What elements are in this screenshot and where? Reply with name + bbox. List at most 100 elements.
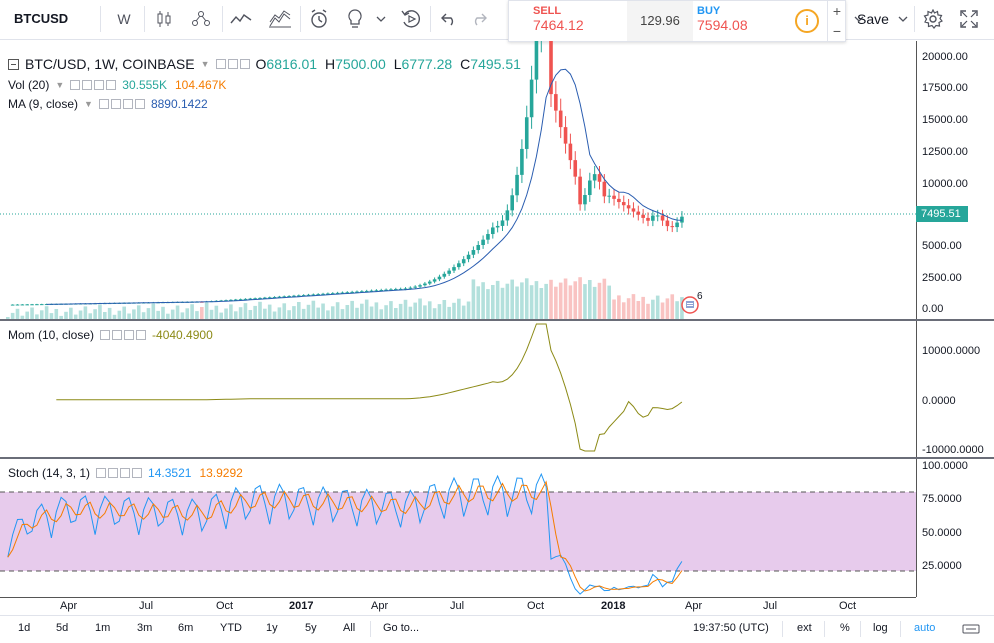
replay-icon[interactable] bbox=[398, 6, 424, 32]
chevron-down-icon[interactable]: ▼ bbox=[84, 99, 93, 109]
volume-bar bbox=[486, 289, 490, 320]
eye-icon[interactable] bbox=[70, 80, 81, 90]
volume-bar bbox=[394, 308, 398, 320]
high-value: 7500.00 bbox=[335, 56, 386, 72]
range-3m[interactable]: 3m bbox=[137, 622, 153, 634]
range-5d[interactable]: 5d bbox=[56, 622, 69, 634]
add-icon[interactable] bbox=[120, 468, 131, 478]
volume-bar bbox=[316, 307, 320, 320]
increment-button[interactable]: + bbox=[832, 3, 842, 19]
events-flag-icon[interactable]: 6 bbox=[680, 291, 703, 315]
volume-bar bbox=[680, 297, 684, 320]
momentum-tick: 0.0000 bbox=[922, 395, 956, 407]
add-icon[interactable] bbox=[124, 330, 135, 340]
alert-icon[interactable] bbox=[306, 6, 332, 32]
close-icon[interactable] bbox=[134, 99, 145, 109]
chevron-down-icon[interactable]: ▼ bbox=[200, 59, 210, 69]
volume-bar bbox=[326, 310, 330, 320]
pane-divider[interactable] bbox=[0, 319, 994, 321]
volume-bar bbox=[59, 315, 63, 320]
ma-title: MA (9, close) bbox=[8, 97, 79, 111]
candle-body bbox=[316, 294, 320, 296]
log-scale-toggle[interactable]: log bbox=[873, 622, 888, 634]
range-all[interactable]: All bbox=[343, 622, 356, 634]
candle-body bbox=[39, 304, 44, 306]
candle-body bbox=[636, 211, 641, 215]
ideas-icon[interactable] bbox=[344, 6, 366, 32]
volume-bar bbox=[306, 304, 311, 320]
goto-button[interactable]: Go to... bbox=[383, 622, 420, 634]
price-chart[interactable] bbox=[0, 41, 994, 616]
eye-icon[interactable] bbox=[215, 59, 226, 69]
decrement-button[interactable]: − bbox=[832, 23, 842, 39]
candle-body bbox=[403, 288, 408, 290]
volume-legend: Vol (20) ▼ 30.555K 104.467K bbox=[8, 78, 226, 92]
collapse-legend-icon[interactable] bbox=[8, 58, 19, 70]
candles-icon[interactable] bbox=[152, 6, 176, 32]
eye-icon[interactable] bbox=[96, 468, 107, 478]
candle-body bbox=[321, 293, 325, 295]
volume-bar bbox=[607, 285, 611, 320]
sell-button[interactable]: SELL 7464.12 bbox=[509, 1, 627, 41]
time-tick: Apr bbox=[685, 600, 703, 612]
indicators-icon[interactable] bbox=[228, 6, 254, 32]
drawing-toolbar-toggle[interactable] bbox=[962, 622, 980, 639]
close-icon[interactable] bbox=[106, 80, 117, 90]
volume-bar bbox=[107, 307, 112, 320]
symbol-search[interactable]: BTCUSD bbox=[14, 11, 69, 26]
fullscreen-icon[interactable] bbox=[956, 6, 982, 32]
pane-divider[interactable] bbox=[0, 457, 994, 459]
settings-icon[interactable] bbox=[112, 330, 123, 340]
range-1y[interactable]: 1y bbox=[266, 622, 278, 634]
candle-body bbox=[675, 222, 679, 228]
volume-bar bbox=[379, 309, 384, 320]
compare-icon[interactable] bbox=[188, 6, 214, 32]
chevron-down-icon[interactable] bbox=[372, 6, 390, 32]
financials-icon[interactable] bbox=[266, 6, 294, 32]
extended-hours-toggle[interactable]: ext bbox=[797, 622, 812, 634]
settings-icon[interactable] bbox=[108, 468, 119, 478]
volume-bar bbox=[461, 305, 466, 320]
volume-bar bbox=[297, 302, 301, 320]
settings-icon[interactable] bbox=[82, 80, 93, 90]
volume-bar bbox=[78, 310, 83, 320]
undo-icon[interactable] bbox=[438, 6, 460, 32]
save-menu-chevron-icon[interactable] bbox=[894, 6, 912, 32]
toolbar-divider bbox=[222, 6, 223, 32]
redo-icon[interactable] bbox=[468, 6, 490, 32]
auto-scale-toggle[interactable]: auto bbox=[914, 622, 936, 634]
settings-icon[interactable] bbox=[110, 99, 121, 109]
close-icon[interactable] bbox=[136, 330, 147, 340]
range-6m[interactable]: 6m bbox=[178, 622, 194, 634]
candle-body bbox=[631, 208, 636, 212]
interval-button[interactable]: W bbox=[117, 11, 131, 27]
candle-body bbox=[457, 263, 461, 268]
close-icon[interactable] bbox=[239, 59, 250, 69]
settings-icon[interactable] bbox=[920, 6, 946, 32]
add-icon[interactable] bbox=[122, 99, 133, 109]
chevron-down-icon[interactable]: ▼ bbox=[55, 80, 65, 90]
range-1d[interactable]: 1d bbox=[18, 622, 31, 634]
time-axis[interactable]: Apr Jul Oct 2017 Apr Jul Oct 2018 Apr Ju… bbox=[0, 597, 916, 615]
settings-icon[interactable] bbox=[227, 59, 238, 69]
range-1m[interactable]: 1m bbox=[95, 622, 111, 634]
eye-icon[interactable] bbox=[98, 99, 109, 109]
bottom-divider bbox=[860, 621, 861, 637]
info-icon[interactable]: i bbox=[795, 9, 819, 33]
chevron-down-icon[interactable] bbox=[848, 6, 870, 32]
volume-bar bbox=[437, 304, 442, 320]
candle-body bbox=[573, 160, 578, 177]
range-ytd[interactable]: YTD bbox=[220, 622, 242, 634]
add-icon[interactable] bbox=[94, 80, 105, 90]
candle-body bbox=[583, 195, 587, 205]
percent-scale-toggle[interactable]: % bbox=[840, 622, 850, 634]
volume-bar bbox=[597, 282, 602, 320]
close-icon[interactable] bbox=[132, 468, 143, 478]
candle-body bbox=[292, 295, 296, 297]
eye-icon[interactable] bbox=[100, 330, 111, 340]
volume-bar bbox=[360, 303, 364, 320]
range-5y[interactable]: 5y bbox=[305, 622, 317, 634]
volume-bar bbox=[413, 302, 417, 320]
save-button[interactable]: Save bbox=[857, 11, 889, 27]
buy-button[interactable]: BUY 7594.08 bbox=[693, 1, 783, 41]
